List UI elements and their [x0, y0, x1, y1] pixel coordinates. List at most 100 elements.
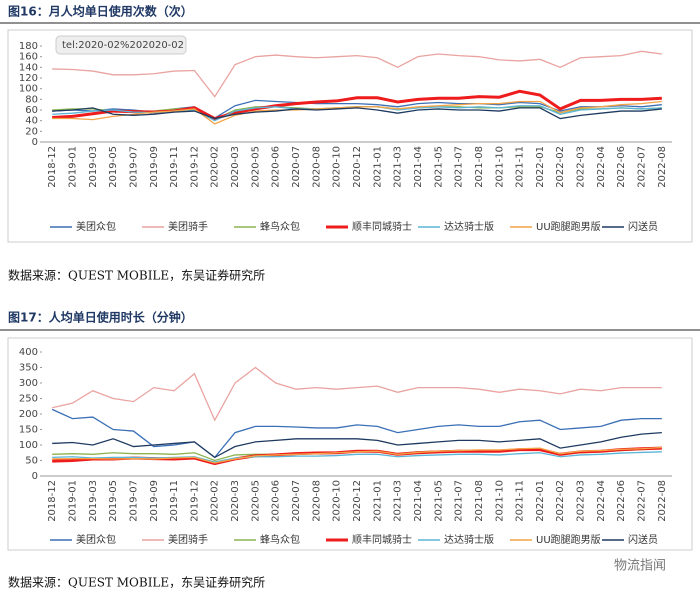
x-tick-label: 2020-05: [250, 480, 261, 522]
annotation: tel:2020-02%202020-02: [62, 40, 184, 51]
y-tick-label: 50: [25, 456, 38, 467]
x-tick-label: 2021-01: [372, 146, 383, 188]
x-tick-label: 2022-07: [637, 480, 648, 522]
x-tick-label: 2022-03: [576, 480, 587, 522]
y-tick-label: 350: [19, 363, 38, 374]
y-tick-label: 100: [19, 84, 38, 95]
figure-title: 图16：月人均单日使用次数（次）: [8, 4, 193, 19]
x-tick-label: 2022-04: [596, 146, 607, 188]
x-tick-label: 2020-06: [271, 480, 282, 522]
series-line: [52, 431, 662, 459]
x-tick-label: 2020-02: [210, 480, 221, 522]
x-tick-label: 2021-11: [515, 146, 526, 188]
chart-frame: [7, 29, 693, 243]
x-tick-label: 2019-09: [149, 480, 160, 522]
x-tick-label: 2021-10: [494, 146, 505, 188]
x-tick-label: 2019-05: [108, 146, 119, 188]
y-tick-label: 300: [19, 378, 38, 389]
x-tick-label: 2019-11: [169, 480, 180, 522]
x-tick-label: 2021-08: [474, 480, 485, 522]
figure-title: 图17：人均单日使用时长（分钟）: [8, 310, 193, 325]
legend-label: 美团众包: [76, 220, 116, 233]
x-tick-label: 2020-10: [332, 146, 343, 188]
legend-label: 闪送员: [628, 220, 658, 233]
x-tick-label: 2022-08: [657, 480, 668, 522]
x-tick-label: 2021-07: [454, 146, 465, 188]
legend-label: 蜂鸟众包: [260, 533, 300, 546]
chart-frame: [7, 337, 693, 551]
x-tick-label: 2021-10: [494, 480, 505, 522]
x-tick-label: 2018-12: [47, 480, 58, 522]
legend-label: UU跑腿跑男版: [536, 533, 601, 546]
x-tick-label: 2019-12: [189, 480, 200, 522]
x-tick-label: 2021-11: [515, 480, 526, 522]
y-tick-label: 250: [19, 394, 38, 405]
y-tick-label: 60: [25, 105, 38, 116]
x-tick-label: 2022-07: [637, 146, 648, 188]
x-tick-label: 2020-12: [352, 146, 363, 188]
x-tick-label: 2019-05: [108, 480, 119, 522]
x-tick-label: 2021-03: [393, 146, 404, 188]
x-tick-label: 2019-03: [88, 480, 99, 522]
source-note: 数据来源：QUEST MOBILE，东吴证券研究所: [8, 268, 265, 283]
x-tick-label: 2021-08: [474, 146, 485, 188]
x-tick-label: 2020-10: [332, 480, 343, 522]
x-tick-label: 2021-03: [393, 480, 404, 522]
x-tick-label: 2022-03: [576, 146, 587, 188]
legend-label: 闪送员: [628, 533, 658, 546]
x-tick-label: 2019-12: [189, 146, 200, 188]
legend-label: UU跑腿跑男版: [536, 220, 601, 233]
y-tick-label: 20: [25, 126, 38, 137]
legend-label: 达达骑士版: [444, 220, 494, 233]
y-tick-label: 100: [19, 440, 38, 451]
x-tick-label: 2020-03: [230, 480, 241, 522]
x-tick-label: 2020-08: [311, 480, 322, 522]
legend-label: 美团骑手: [168, 220, 208, 233]
legend-label: 美团众包: [76, 533, 116, 546]
x-tick-label: 2022-06: [616, 480, 627, 522]
x-tick-label: 2020-06: [271, 146, 282, 188]
series-line: [52, 446, 662, 464]
x-tick-label: 2019-01: [67, 480, 78, 522]
watermark: 物流指闻: [614, 559, 666, 574]
x-tick-label: 2022-04: [596, 480, 607, 522]
legend-label: 达达骑士版: [444, 533, 494, 546]
x-tick-label: 2019-03: [88, 146, 99, 188]
x-tick-label: 2020-12: [352, 480, 363, 522]
x-tick-label: 2019-11: [169, 146, 180, 188]
legend-label: 顺丰同城骑士: [352, 533, 412, 546]
series-line: [52, 107, 662, 120]
x-tick-label: 2020-03: [230, 146, 241, 188]
x-tick-label: 2022-02: [555, 480, 566, 522]
y-tick-label: 80: [25, 94, 38, 105]
x-tick-label: 2019-09: [149, 146, 160, 188]
x-tick-label: 2021-07: [454, 480, 465, 522]
y-tick-label: 180: [19, 41, 38, 52]
x-tick-label: 2022-02: [555, 146, 566, 188]
legend-label: 顺丰同城骑士: [352, 220, 412, 233]
x-tick-label: 2020-02: [210, 146, 221, 188]
y-tick-label: 200: [19, 409, 38, 420]
series-line: [52, 451, 662, 463]
y-tick-label: 140: [19, 62, 38, 73]
x-tick-label: 2020-08: [311, 146, 322, 188]
x-tick-label: 2021-05: [433, 146, 444, 188]
legend-label: 美团骑手: [168, 533, 208, 546]
series-line: [52, 100, 662, 125]
series-line: [51, 408, 662, 459]
x-tick-label: 2022-08: [657, 146, 668, 188]
x-tick-label: 2019-07: [128, 480, 139, 522]
source-note: 数据来源：QUEST MOBILE，东吴证券研究所: [8, 575, 265, 590]
series-line: [52, 50, 662, 98]
y-tick-label: 150: [19, 425, 38, 436]
legend-label: 蜂鸟众包: [260, 220, 300, 233]
x-tick-label: 2021-04: [413, 146, 424, 188]
y-tick-label: 400: [19, 347, 38, 358]
y-tick-label: 160: [19, 52, 38, 63]
x-tick-label: 2022-01: [535, 480, 546, 522]
x-tick-label: 2020-07: [291, 480, 302, 522]
x-tick-label: 2021-01: [372, 480, 383, 522]
y-tick-label: 0: [32, 137, 38, 148]
x-tick-label: 2020-07: [291, 146, 302, 188]
